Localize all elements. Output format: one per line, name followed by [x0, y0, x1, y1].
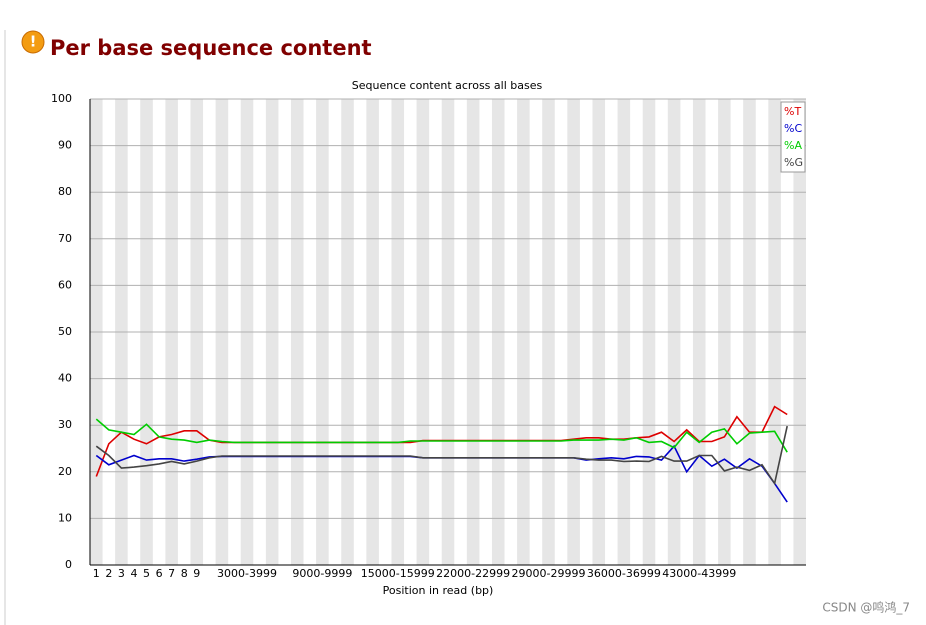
y-tick-label: 70 — [58, 232, 72, 245]
y-tick-label: 80 — [58, 185, 72, 198]
x-tick-label: 22000-22999 — [436, 567, 510, 580]
y-tick-label: 50 — [58, 325, 72, 338]
y-tick-label: 10 — [58, 511, 72, 524]
x-tick-label: 36000-36999 — [587, 567, 661, 580]
x-tick-label: 4 — [130, 567, 137, 580]
x-tick-label: 3000-3999 — [217, 567, 277, 580]
legend-entry: %T — [784, 105, 801, 118]
x-tick-label: 6 — [156, 567, 163, 580]
x-tick-label: 9000-9999 — [292, 567, 352, 580]
x-tick-label: 8 — [181, 567, 188, 580]
legend-entry: %G — [784, 156, 803, 169]
section-title: Per base sequence content — [50, 36, 372, 60]
chart-title: Sequence content across all bases — [352, 79, 543, 92]
y-tick-label: 90 — [58, 139, 72, 152]
series-line — [95, 425, 788, 486]
y-tick-label: 100 — [51, 92, 72, 105]
x-tick-label: 7 — [168, 567, 175, 580]
warning-icon — [21, 30, 45, 54]
x-tick-label: 1 — [93, 567, 100, 580]
y-tick-label: 30 — [58, 418, 72, 431]
series-line — [95, 418, 788, 453]
y-tick-label: 40 — [58, 372, 72, 385]
x-axis-label: Position in read (bp) — [383, 584, 494, 597]
y-tick-label: 0 — [65, 558, 72, 571]
y-tick-label: 60 — [58, 278, 72, 291]
warning-icon-mark: ! — [30, 33, 37, 51]
legend-entry: %A — [784, 139, 802, 152]
x-tick-label: 3 — [118, 567, 125, 580]
x-tick-label: 15000-15999 — [361, 567, 435, 580]
watermark: CSDN @鸣鸿_7 — [822, 600, 910, 615]
x-tick-label: 2 — [105, 567, 112, 580]
y-tick-label: 20 — [58, 465, 72, 478]
legend-box — [780, 101, 806, 173]
x-tick-label: 9 — [193, 567, 200, 580]
x-tick-label: 29000-29999 — [512, 567, 586, 580]
x-tick-label: 43000-43999 — [662, 567, 736, 580]
x-tick-label: 5 — [143, 567, 150, 580]
legend-entry: %C — [784, 122, 802, 135]
